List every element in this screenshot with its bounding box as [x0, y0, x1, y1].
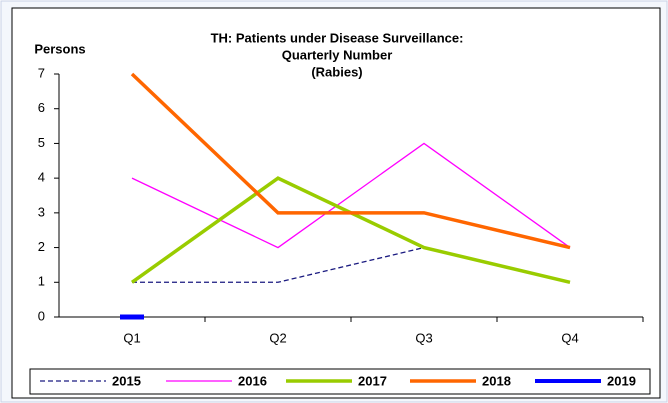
- y-tick-label: 3: [38, 204, 45, 219]
- y-tick-label: 1: [38, 274, 45, 289]
- line-series: [132, 246, 425, 283]
- y-axis-label: Persons: [34, 41, 85, 56]
- chart-title: Quarterly Number: [282, 47, 393, 62]
- chart-area: [11, 7, 661, 399]
- y-tick-label: 0: [38, 308, 45, 323]
- x-tick-label: Q2: [269, 330, 286, 345]
- x-tick-label: Q3: [415, 330, 432, 345]
- y-tick-label: 4: [38, 170, 45, 185]
- chart-title: TH: Patients under Disease Surveillance:: [211, 30, 464, 45]
- line-series: [130, 72, 571, 250]
- x-tick-label: Q1: [123, 330, 140, 345]
- y-tick-label: 5: [38, 135, 45, 150]
- legend-label: 2017: [358, 373, 387, 388]
- legend-label: 2019: [607, 373, 636, 388]
- x-tick-label: Q4: [561, 330, 578, 345]
- legend-label: 2015: [112, 373, 141, 388]
- y-tick-label: 6: [38, 100, 45, 115]
- legend-label: 2016: [238, 373, 267, 388]
- legend-label: 2018: [482, 373, 511, 388]
- y-tick-label: 2: [38, 239, 45, 254]
- line-series: [131, 142, 571, 249]
- y-tick-label: 7: [38, 65, 45, 80]
- chart-title: (Rabies): [311, 64, 362, 79]
